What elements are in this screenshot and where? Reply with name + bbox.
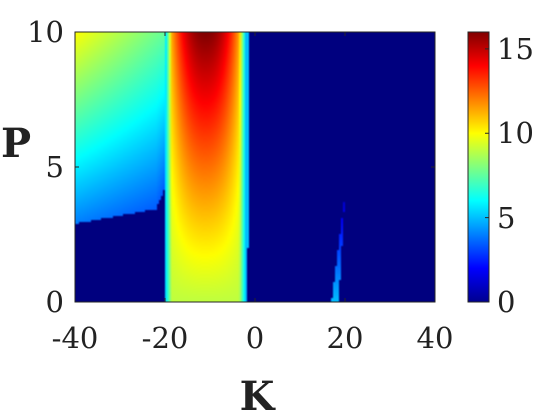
colorbar-tick-label: 5 xyxy=(497,201,515,235)
x-tick-labels: -40 -20 0 20 40 xyxy=(52,321,454,355)
heatmap-image xyxy=(75,32,435,302)
colorbar-tick-label: 10 xyxy=(497,116,534,150)
colorbar: 0 5 10 15 xyxy=(467,31,534,319)
heatmap-plot-area xyxy=(74,31,436,303)
y-tick-label: 5 xyxy=(46,150,64,184)
y-tick-labels: 0 5 10 xyxy=(27,15,64,319)
colorbar-gradient xyxy=(467,31,490,303)
x-tick-marks xyxy=(74,32,436,302)
colorbar-tick-label: 0 xyxy=(497,285,515,319)
y-tick-label: 0 xyxy=(46,285,64,319)
x-axis-label: K xyxy=(240,373,276,420)
x-tick-label: -40 xyxy=(52,321,99,355)
x-tick-label: -20 xyxy=(142,321,189,355)
x-tick-label: 20 xyxy=(327,321,364,355)
x-tick-label: 40 xyxy=(417,321,454,355)
y-axis-label: P xyxy=(1,120,31,167)
y-tick-label: 10 xyxy=(27,15,64,49)
x-tick-label: 0 xyxy=(246,321,264,355)
y-tick-marks xyxy=(75,31,435,303)
colorbar-tick-marks xyxy=(485,48,489,303)
colorbar-tick-label: 15 xyxy=(497,32,534,66)
